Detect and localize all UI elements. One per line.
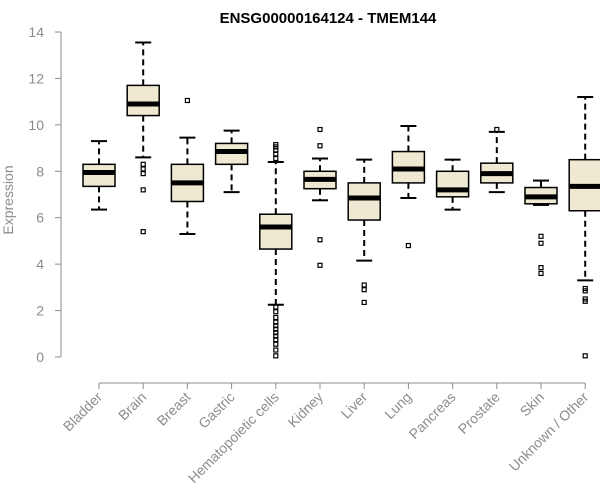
y-axis-label: Expression — [0, 165, 16, 234]
box-prostate — [480, 126, 514, 194]
x-tick-label: Breast — [154, 389, 194, 429]
box-hematopoietic-cells — [259, 141, 293, 359]
box-bladder — [82, 140, 116, 211]
outlier-point — [361, 299, 367, 306]
box-liver — [347, 158, 381, 306]
outlier-point — [361, 287, 367, 293]
outlier-point — [538, 270, 544, 277]
y-tick-label: 0 — [36, 349, 44, 365]
outlier-point — [317, 237, 323, 243]
box-skin — [524, 179, 558, 277]
outlier-point — [273, 341, 279, 347]
outlier-point — [140, 187, 146, 193]
box-gastric — [214, 129, 249, 194]
box-brain — [126, 41, 160, 235]
iqr-box — [435, 170, 470, 198]
outlier-point — [140, 171, 146, 177]
outlier-point — [494, 126, 500, 133]
outlier-point — [582, 353, 588, 359]
outlier-point — [538, 233, 544, 239]
x-tick-label: Brain — [115, 389, 149, 423]
outlier-point — [140, 161, 146, 167]
outlier-point — [273, 151, 279, 157]
x-tick-label: Skin — [517, 389, 548, 420]
y-tick-label: 8 — [36, 163, 44, 179]
y-tick-label: 2 — [36, 303, 44, 319]
iqr-box — [259, 213, 293, 250]
y-tick-label: 4 — [36, 256, 44, 272]
outlier-point — [273, 314, 279, 321]
outlier-point — [273, 353, 279, 359]
x-tick-label: Kidney — [285, 389, 327, 431]
y-tick-label: 12 — [28, 70, 44, 86]
x-tick-label: Gastric — [195, 389, 238, 432]
box-series — [82, 41, 600, 359]
outlier-point — [273, 336, 279, 343]
outlier-point — [538, 240, 544, 246]
y-tick-label: 10 — [28, 117, 44, 133]
x-tick-label: Liver — [338, 389, 371, 422]
outlier-point — [273, 347, 279, 353]
outlier-point — [582, 288, 588, 294]
x-tick-label: Bladder — [60, 389, 106, 435]
box-pancreas — [435, 158, 470, 211]
outlier-point — [317, 143, 323, 149]
box-kidney — [303, 126, 337, 268]
outlier-point — [361, 282, 367, 288]
box-unknown-other — [568, 96, 600, 359]
outlier-point — [317, 262, 323, 268]
iqr-box — [347, 182, 381, 221]
outlier-point — [184, 97, 190, 104]
y-tick-label: 6 — [36, 210, 44, 226]
box-lung — [391, 125, 426, 249]
outlier-point — [317, 126, 323, 133]
x-tick-label: Prostate — [455, 389, 503, 437]
outlier-point — [582, 298, 588, 304]
y-tick-label: 14 — [28, 24, 44, 40]
box-breast — [170, 97, 205, 235]
x-tick-label: Pancreas — [406, 389, 459, 442]
chart-title: ENSG00000164124 - TMEM144 — [220, 10, 437, 27]
y-axis: 0 2 4 6 8 10 12 14 — [28, 24, 62, 365]
x-tick-label: Unknown / Other — [506, 389, 592, 475]
iqr-box — [82, 163, 116, 188]
outlier-point — [273, 304, 279, 310]
outlier-point — [538, 265, 544, 271]
outlier-point — [273, 309, 279, 315]
iqr-box — [126, 84, 160, 117]
x-tick-label: Lung — [381, 389, 414, 422]
outlier-point — [405, 242, 411, 249]
outlier-point — [140, 229, 146, 235]
outlier-point — [140, 166, 146, 172]
outlier-point — [273, 155, 279, 162]
